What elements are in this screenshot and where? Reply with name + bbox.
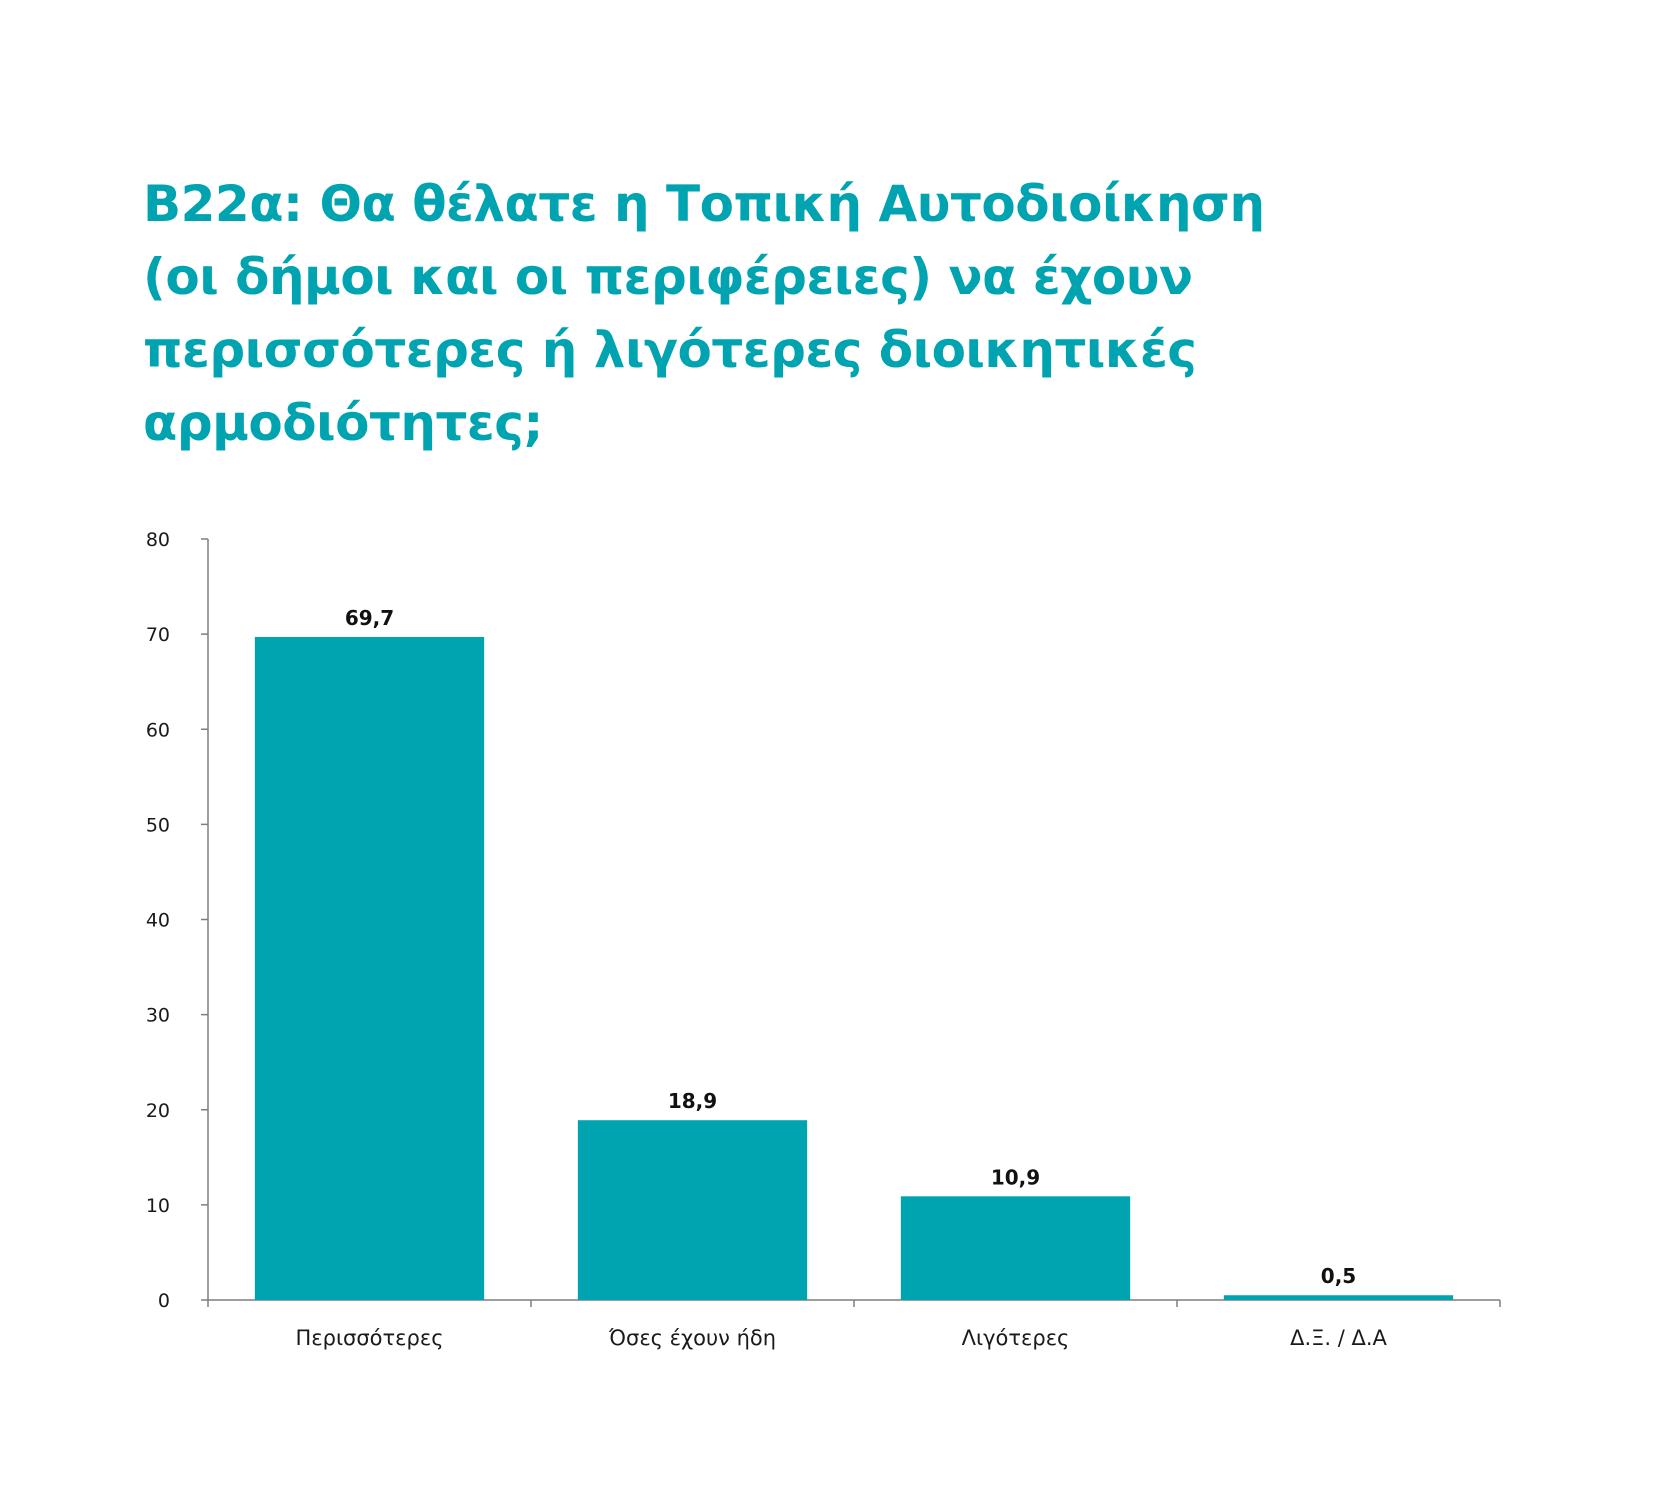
data-label: 10,9: [991, 1165, 1040, 1189]
bar[interactable]: [1223, 1295, 1454, 1300]
y-tick-label: 50: [146, 814, 170, 836]
chart-title: B22α: Θα θέλατε η Τοπική Αυτοδιοίκηση (ο…: [143, 168, 1443, 460]
category-label: Περισσότερες: [295, 1326, 443, 1350]
data-labels: 69,7 18,9 10,9 0,5: [345, 606, 1356, 1288]
category-label: Δ.Ξ. / Δ.Α: [1290, 1326, 1387, 1350]
title-line-2: (οι δήμοι και οι περιφέρειες) να έχουν: [143, 248, 1193, 306]
y-tick-label: 80: [146, 529, 170, 551]
y-tick-label: 0: [158, 1290, 170, 1312]
category-label: Όσες έχουν ήδη: [608, 1326, 776, 1350]
title-line-1: B22α: Θα θέλατε η Τοπική Αυτοδιοίκηση: [143, 175, 1265, 233]
bar[interactable]: [254, 636, 485, 1300]
bars: [254, 636, 1454, 1300]
y-tick-label: 40: [146, 910, 170, 932]
x-axis: [207, 1299, 1501, 1307]
y-tick-label: 70: [146, 624, 170, 646]
y-tick-label: 10: [146, 1195, 170, 1217]
title-line-3: περισσότερες ή λιγότερες διοικητικές: [143, 321, 1197, 379]
category-labels: Περισσότερες Όσες έχουν ήδη Λιγότερες Δ.Ξ. …: [295, 1326, 1387, 1350]
title-line-4: αρμοδιότητες;: [143, 394, 543, 452]
bar[interactable]: [900, 1196, 1131, 1300]
category-label: Λιγότερες: [962, 1326, 1070, 1350]
bar[interactable]: [577, 1120, 808, 1300]
data-label: 69,7: [345, 606, 394, 630]
y-axis: 0 10 20 30 40 50 60 70 80: [146, 529, 209, 1312]
data-label: 18,9: [668, 1089, 717, 1113]
data-label: 0,5: [1321, 1264, 1356, 1288]
y-tick-label: 30: [146, 1005, 170, 1027]
y-tick-label: 20: [146, 1100, 170, 1122]
y-tick-label: 60: [146, 719, 170, 741]
